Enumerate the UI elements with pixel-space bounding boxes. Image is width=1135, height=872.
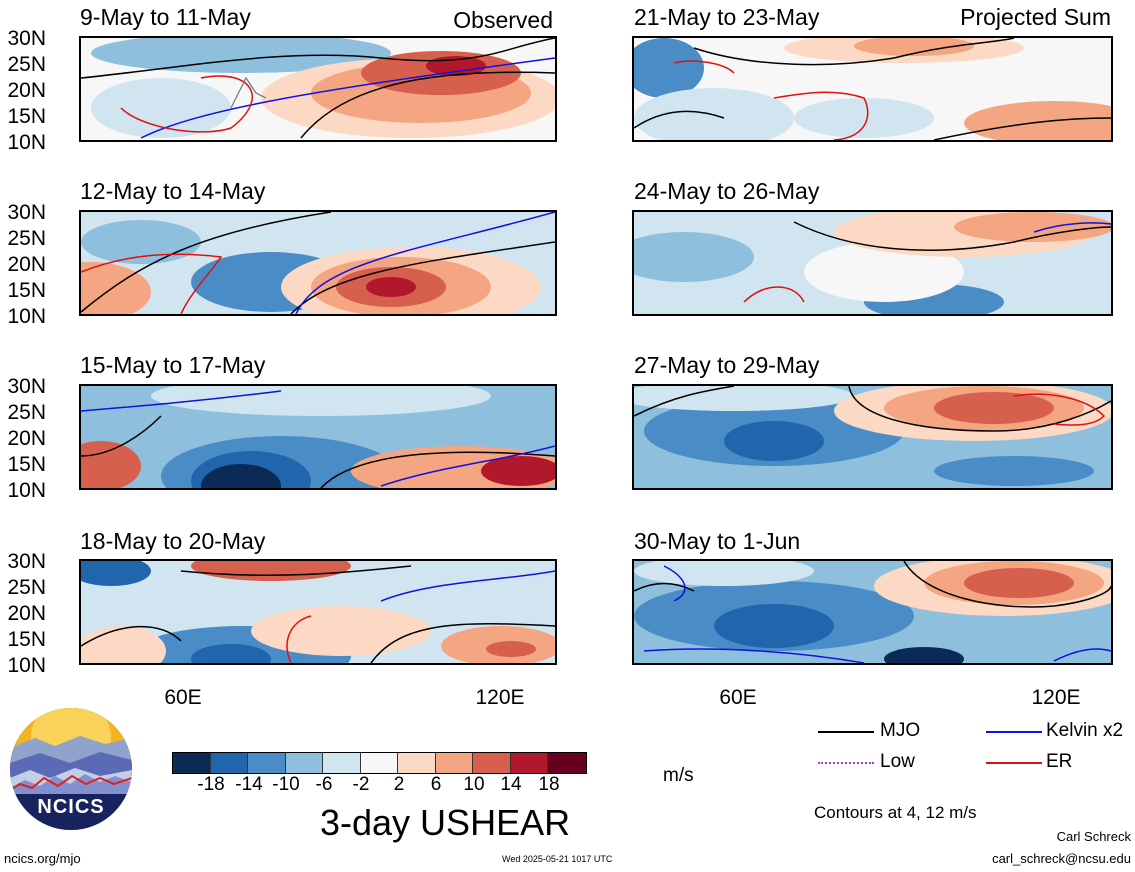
lat-label: 30N bbox=[7, 201, 46, 224]
colorbar-swatch bbox=[323, 753, 361, 773]
lat-label: 10N bbox=[7, 305, 46, 328]
lat-label: 10N bbox=[7, 654, 46, 677]
lat-label: 20N bbox=[7, 427, 46, 450]
legend-low-line bbox=[818, 762, 874, 764]
legend-low-label: Low bbox=[880, 751, 915, 772]
footer-timestamp: Wed 2025-05-21 1017 UTC bbox=[502, 854, 613, 864]
colorbar-label: 10 bbox=[463, 774, 485, 795]
colorbar-label: -18 bbox=[197, 774, 225, 795]
lon-label-right-120e: 120E bbox=[1031, 686, 1081, 709]
colorbar-swatch bbox=[285, 753, 323, 773]
colorbar-swatch bbox=[248, 753, 286, 773]
colorbar-swatch bbox=[360, 753, 398, 773]
panel-date-left-3: 15-May to 17-May bbox=[80, 352, 266, 378]
lat-label: 25N bbox=[7, 576, 46, 599]
legend-er-label: ER bbox=[1046, 751, 1073, 772]
lat-label: 30N bbox=[7, 27, 46, 50]
lat-label: 20N bbox=[7, 253, 46, 276]
panel-date-right-2: 24-May to 26-May bbox=[634, 178, 820, 204]
map-panel-obs-2 bbox=[79, 210, 557, 316]
footer-email[interactable]: carl_schreck@ncsu.edu bbox=[992, 851, 1131, 866]
legend-mjo-label: MJO bbox=[880, 720, 921, 741]
colorbar-label: 2 bbox=[393, 774, 405, 795]
colorbar-label: -10 bbox=[272, 774, 300, 795]
colorbar bbox=[172, 752, 587, 774]
lon-label-left-120e: 120E bbox=[475, 686, 525, 709]
lat-label: 20N bbox=[7, 79, 46, 102]
lat-label: 15N bbox=[7, 453, 46, 476]
legend-kelvin-line bbox=[986, 731, 1042, 733]
panel-date-left-2: 12-May to 14-May bbox=[80, 178, 266, 204]
colorbar-label: -6 bbox=[315, 774, 333, 795]
colorbar-swatch bbox=[210, 753, 248, 773]
lon-label-right-60e: 60E bbox=[719, 686, 757, 709]
lat-label: 30N bbox=[7, 375, 46, 398]
ncics-logo: NCICS bbox=[10, 708, 132, 830]
lat-label: 10N bbox=[7, 479, 46, 502]
lat-label: 30N bbox=[7, 550, 46, 573]
legend-er-line bbox=[986, 762, 1042, 764]
map-panel-proj-2 bbox=[632, 210, 1113, 316]
colorbar-swatch bbox=[510, 753, 548, 773]
lat-label: 25N bbox=[7, 401, 46, 424]
panel-date-left-4: 18-May to 20-May bbox=[80, 528, 266, 554]
lat-label: 15N bbox=[7, 628, 46, 651]
lat-label: 25N bbox=[7, 227, 46, 250]
map-panel-proj-3 bbox=[632, 384, 1113, 490]
map-panel-obs-4 bbox=[79, 559, 557, 665]
panel-date-right-1: 21-May to 23-May bbox=[634, 4, 820, 30]
map-panel-obs-1 bbox=[79, 36, 557, 142]
map-panel-obs-3 bbox=[79, 384, 557, 490]
chart-title: 3-day USHEAR bbox=[320, 802, 571, 843]
colorbar-unit: m/s bbox=[663, 765, 694, 786]
colorbar-label: 18 bbox=[538, 774, 560, 795]
colorbar-label: 14 bbox=[500, 774, 522, 795]
legend-kelvin-label: Kelvin x2 bbox=[1046, 720, 1124, 741]
colorbar-swatch bbox=[398, 753, 436, 773]
panel-date-right-4: 30-May to 1-Jun bbox=[634, 528, 801, 554]
map-panel-proj-4 bbox=[632, 559, 1113, 665]
footer-url[interactable]: ncics.org/mjo bbox=[4, 851, 81, 866]
lat-label: 15N bbox=[7, 105, 46, 128]
map-panel-proj-1 bbox=[632, 36, 1113, 142]
lon-label-left-60e: 60E bbox=[164, 686, 202, 709]
legend-mjo-line bbox=[818, 731, 874, 733]
projected-label: Projected Sum bbox=[960, 4, 1111, 30]
footer-author: Carl Schreck bbox=[1056, 829, 1131, 844]
colorbar-swatch bbox=[548, 753, 586, 773]
panel-date-right-3: 27-May to 29-May bbox=[634, 352, 820, 378]
lat-label: 15N bbox=[7, 279, 46, 302]
colorbar-swatch bbox=[435, 753, 473, 773]
colorbar-label: -14 bbox=[235, 774, 263, 795]
logo-text: NCICS bbox=[37, 796, 105, 818]
colorbar-swatch bbox=[173, 753, 211, 773]
panel-date-left-1: 9-May to 11-May bbox=[80, 4, 251, 30]
colorbar-label: 6 bbox=[430, 774, 442, 795]
lat-label: 20N bbox=[7, 602, 46, 625]
observed-label: Observed bbox=[453, 7, 553, 33]
lat-label: 25N bbox=[7, 53, 46, 76]
colorbar-swatch bbox=[473, 753, 511, 773]
contours-note: Contours at 4, 12 m/s bbox=[814, 803, 977, 822]
colorbar-label: -2 bbox=[352, 774, 370, 795]
lat-label: 10N bbox=[7, 131, 46, 154]
